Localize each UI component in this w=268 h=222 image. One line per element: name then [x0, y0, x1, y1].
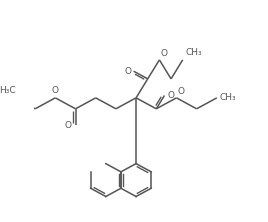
Text: O: O [178, 87, 185, 96]
Text: O: O [168, 91, 175, 100]
Text: CH₃: CH₃ [185, 48, 202, 57]
Text: O: O [161, 49, 168, 58]
Text: O: O [52, 85, 59, 95]
Text: O: O [64, 121, 71, 130]
Text: O: O [124, 67, 131, 76]
Text: CH₃: CH₃ [219, 93, 236, 102]
Text: H₃C: H₃C [0, 86, 16, 95]
